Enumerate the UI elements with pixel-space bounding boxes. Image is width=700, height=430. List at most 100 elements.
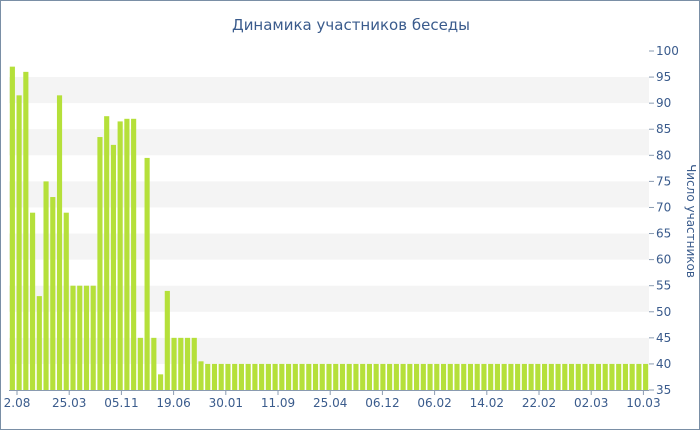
bar	[211, 363, 218, 390]
bar	[515, 363, 521, 390]
bar	[562, 363, 568, 390]
bar	[555, 363, 561, 390]
bar	[582, 363, 588, 390]
bar	[467, 363, 474, 390]
bar	[414, 363, 420, 390]
y-tick-label: 85	[656, 122, 671, 136]
bar	[131, 118, 137, 391]
bar	[238, 363, 244, 390]
bar-series	[9, 66, 649, 391]
bar	[629, 363, 635, 390]
bar	[474, 363, 480, 390]
bar	[23, 71, 29, 391]
grid-band	[9, 77, 649, 104]
bar	[575, 363, 581, 390]
bar	[104, 116, 110, 390]
bar	[400, 363, 406, 390]
bar	[393, 363, 399, 390]
bar	[9, 66, 15, 391]
bar	[360, 363, 366, 390]
bar	[434, 363, 440, 390]
bar	[279, 363, 285, 390]
bar	[252, 363, 258, 390]
bar	[117, 121, 123, 390]
bar	[259, 363, 265, 390]
bar	[481, 363, 487, 390]
bar	[306, 363, 312, 390]
y-tick-label: 65	[656, 227, 671, 241]
bar	[50, 197, 56, 390]
bar	[292, 363, 298, 390]
bar	[36, 296, 42, 390]
y-tick-label: 50	[656, 305, 671, 319]
bar	[158, 374, 164, 390]
bar	[77, 285, 83, 390]
bar	[535, 363, 541, 390]
y-tick-label: 90	[656, 96, 671, 110]
bar	[616, 363, 622, 390]
x-tick-label: 25.04	[313, 396, 347, 410]
x-tick-label: 11.09	[261, 396, 295, 410]
bar	[124, 118, 130, 391]
bar	[191, 337, 197, 390]
y-tick-label: 75	[656, 174, 671, 188]
bar	[643, 363, 649, 390]
bar	[232, 363, 238, 390]
bar	[245, 363, 251, 390]
bar	[319, 363, 325, 390]
bar	[589, 363, 595, 390]
bar	[205, 363, 211, 390]
bar	[387, 363, 393, 390]
x-tick-label: 30.01	[209, 396, 243, 410]
bar	[353, 363, 359, 390]
bar	[427, 363, 433, 390]
bar	[407, 363, 413, 390]
y-tick-label: 70	[656, 200, 671, 214]
bar	[339, 363, 346, 390]
bar	[440, 363, 447, 390]
bar	[501, 363, 507, 390]
bar	[164, 290, 170, 390]
x-tick-label: 10.03	[626, 396, 660, 410]
y-axis-label: Число участников	[684, 164, 698, 278]
bar	[380, 363, 386, 390]
bar	[521, 363, 527, 390]
x-tick-label: 22.02	[522, 396, 556, 410]
x-tick-label: 02.03	[574, 396, 608, 410]
bar	[447, 363, 453, 390]
bar	[225, 363, 231, 390]
bar	[184, 337, 191, 390]
y-axis-ticks: 35 40 45 50 55 60 65 70 75 80 85 90 95 100	[649, 44, 679, 397]
bar	[494, 363, 500, 390]
y-tick-label: 100	[656, 44, 679, 58]
y-tick-label: 45	[656, 331, 671, 345]
bar	[178, 337, 184, 390]
bar	[636, 363, 642, 390]
bar	[528, 363, 534, 390]
bar	[454, 363, 460, 390]
x-tick-label: 05.11	[104, 396, 138, 410]
bar	[63, 212, 69, 390]
bar	[90, 285, 96, 390]
bar	[548, 363, 554, 390]
bar	[333, 363, 339, 390]
bar	[286, 363, 292, 390]
bar	[326, 363, 332, 390]
x-tick-label: 19.06	[156, 396, 190, 410]
bar	[218, 363, 224, 390]
bar	[622, 363, 628, 390]
bar	[144, 157, 150, 390]
bar	[56, 95, 63, 390]
bar	[272, 363, 278, 390]
bar	[110, 144, 116, 390]
x-tick-label: 25.03	[52, 396, 86, 410]
y-tick-label: 40	[656, 357, 671, 371]
bar	[198, 361, 204, 390]
bar	[373, 363, 379, 390]
y-tick-label: 95	[656, 70, 671, 84]
bar	[299, 363, 305, 390]
bar	[595, 363, 602, 390]
x-tick-label: 06.02	[417, 396, 451, 410]
